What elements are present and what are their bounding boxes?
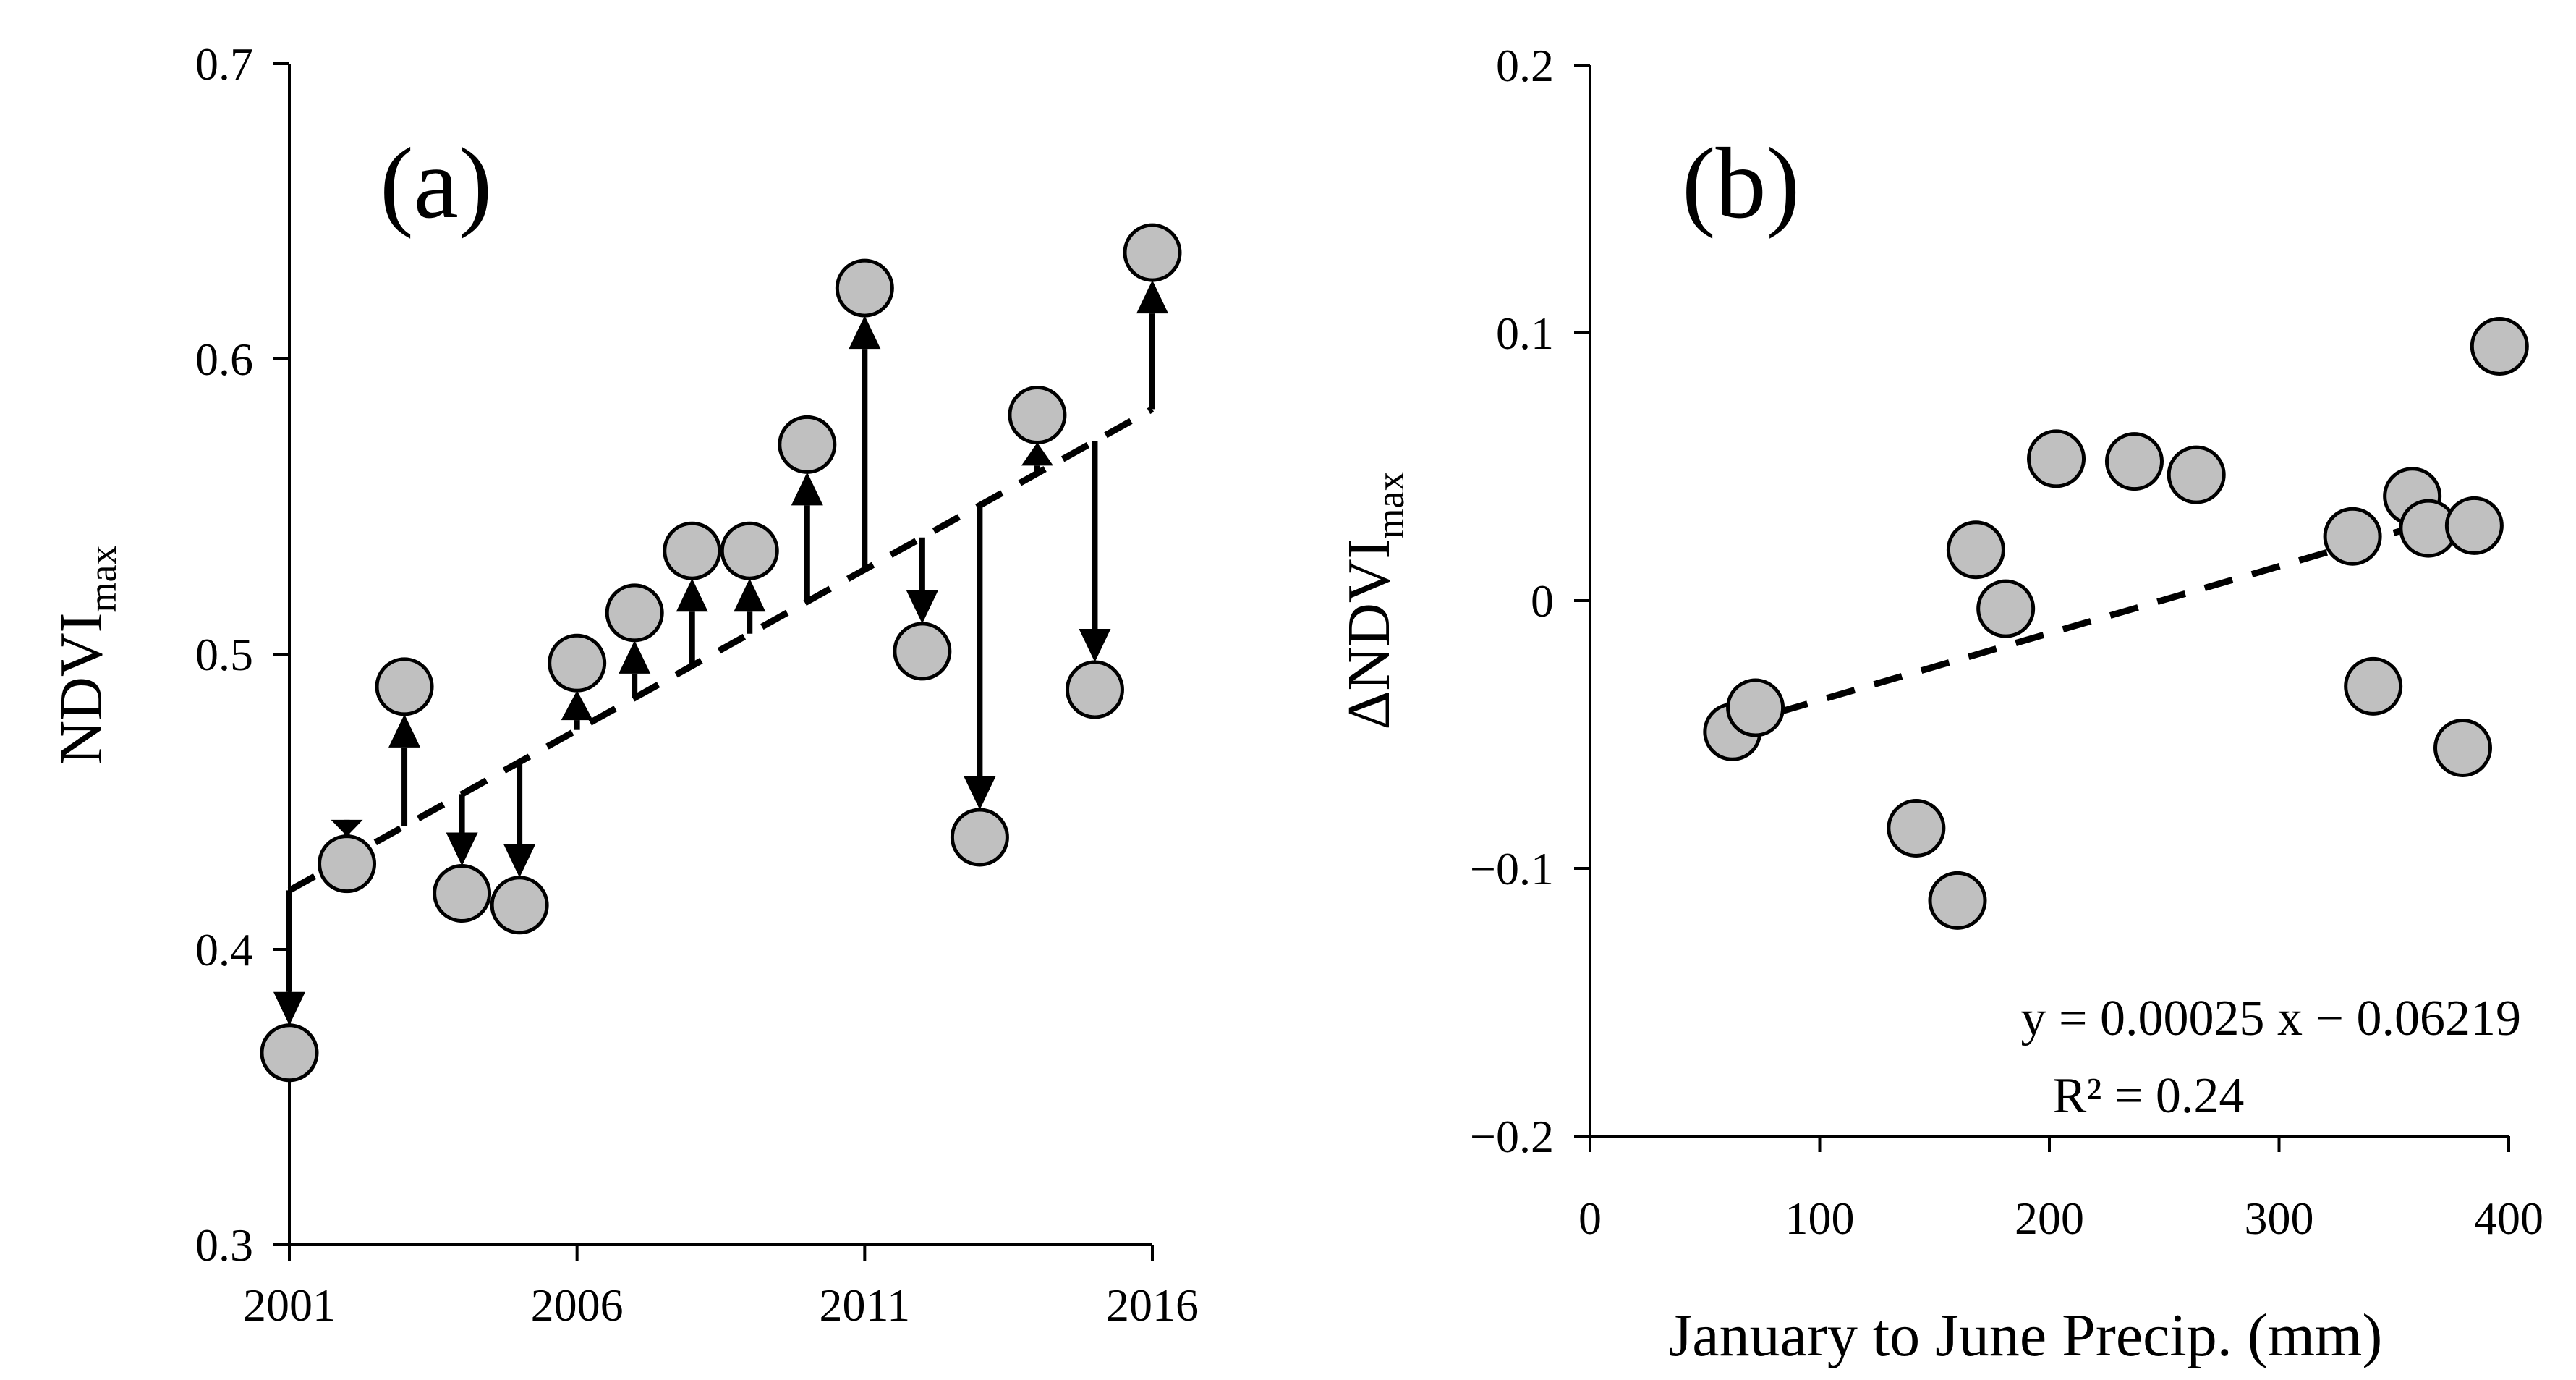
y-tick-label: 0.1 <box>1496 308 1554 359</box>
panel-b-x-ticks: 0 100 200 300 400 <box>1578 1136 2543 1244</box>
ndvi-point <box>720 521 779 580</box>
deviation-arrow-head <box>1136 280 1168 314</box>
panel-b-label: (b) <box>1682 127 1800 240</box>
deviation-arrow-head <box>906 590 938 624</box>
ndvi-point <box>548 633 607 693</box>
delta-ndvi-point <box>2344 656 2403 716</box>
ndvi-point <box>1065 660 1124 719</box>
y-tick-label: 0 <box>1531 575 1554 627</box>
deviation-arrow-head <box>619 640 651 674</box>
panel-a-x-ticks: 2001 2006 2011 2016 <box>243 1245 1199 1331</box>
panel-a-label: (a) <box>380 127 492 240</box>
panel-a-points <box>260 223 1182 1083</box>
delta-ndvi-point <box>1928 871 1987 930</box>
ndvi-point <box>490 876 549 935</box>
ndvi-point <box>605 583 664 643</box>
panel-b-r-squared: R² = 0.24 <box>2053 1068 2245 1124</box>
y-tick-label: 0.2 <box>1496 40 1554 91</box>
ndvi-point <box>260 1023 319 1083</box>
panel-a-y-axis-title-main: NDVI <box>48 613 115 765</box>
y-tick-label: 0.5 <box>195 629 253 680</box>
x-tick-label: 2011 <box>820 1279 911 1331</box>
panel-a-y-axis-title: NDVImax <box>48 546 124 765</box>
panel-a-trend-line <box>287 406 1155 894</box>
panel-a-axes <box>288 64 1152 1246</box>
x-tick-label: 2001 <box>243 1279 336 1331</box>
deviation-arrow-head <box>331 819 363 837</box>
delta-ndvi-point <box>1887 799 1946 858</box>
y-tick-label: −0.2 <box>1470 1111 1554 1162</box>
delta-ndvi-point <box>1946 520 2005 580</box>
deviation-arrow-head <box>849 316 881 350</box>
panel-a-y-ticks: 0.3 0.4 0.5 0.6 0.7 <box>195 38 289 1271</box>
delta-ndvi-point <box>2027 429 2086 488</box>
delta-ndvi-point <box>1976 579 2036 638</box>
deviation-arrow-head <box>1021 442 1053 466</box>
panel-a-y-axis-title-sub: max <box>81 546 124 613</box>
deviation-arrow-head <box>676 578 708 612</box>
panel-b-y-axis-title-sub: max <box>1369 472 1412 539</box>
x-tick-label: 400 <box>2474 1193 2543 1244</box>
x-tick-label: 2006 <box>531 1279 624 1331</box>
ndvi-point <box>893 622 952 681</box>
delta-ndvi-point <box>2104 432 2164 491</box>
ndvi-point <box>835 258 894 318</box>
ndvi-point <box>950 808 1009 867</box>
y-tick-label: −0.1 <box>1470 843 1554 894</box>
deviation-arrow-head <box>446 832 478 866</box>
deviation-arrow-head <box>964 776 996 810</box>
ndvi-point <box>375 657 434 716</box>
y-tick-label: 0.4 <box>195 924 253 975</box>
ndvi-point <box>663 521 722 580</box>
panel-b-y-ticks: −0.2 −0.1 0 0.1 0.2 <box>1470 40 1590 1162</box>
ndvi-point <box>318 834 377 894</box>
x-tick-label: 200 <box>2015 1193 2084 1244</box>
y-tick-label: 0.7 <box>195 38 253 90</box>
delta-ndvi-point <box>2444 496 2504 555</box>
panel-b-y-axis-title: ΔNDVImax <box>1335 472 1412 730</box>
panel-b-equation: y = 0.00025 x − 0.06219 <box>2021 991 2521 1046</box>
x-tick-label: 0 <box>1578 1193 1602 1244</box>
y-tick-label: 0.3 <box>195 1219 253 1271</box>
panel-b-y-axis-title-main: ΔNDVI <box>1335 539 1403 730</box>
deviation-arrow-head <box>1079 628 1111 662</box>
deviation-arrow-head <box>388 714 421 748</box>
delta-ndvi-point <box>2167 445 2226 504</box>
deviation-arrow-head <box>734 578 766 612</box>
deviation-arrow-head <box>503 844 536 878</box>
panel-a-arrows <box>273 280 1168 1025</box>
x-tick-label: 100 <box>1785 1193 1855 1244</box>
delta-ndvi-point <box>1726 678 1785 737</box>
ndvi-point <box>433 863 492 923</box>
ndvi-point <box>1008 386 1067 445</box>
panel-a-chart: 0.3 0.4 0.5 0.6 0.7 2001 2006 2011 2016 (a) NDV… <box>48 38 1199 1331</box>
deviation-arrow-head <box>561 690 593 721</box>
x-tick-label: 2016 <box>1106 1279 1199 1331</box>
deviation-arrow-head <box>273 991 305 1025</box>
panel-b-chart: −0.2 −0.1 0 0.1 0.2 0 100 200 300 400 (b) ΔNDVIm… <box>1335 40 2543 1369</box>
delta-ndvi-point <box>2433 719 2492 777</box>
delta-ndvi-point <box>2470 317 2529 376</box>
panel-b-x-axis-title: January to June Precip. (mm) <box>1669 1302 2383 1369</box>
panel-b-points <box>1703 317 2529 930</box>
ndvi-point <box>1123 223 1182 282</box>
deviation-arrow-head <box>791 472 823 506</box>
ndvi-point <box>778 415 837 474</box>
x-tick-label: 300 <box>2245 1193 2314 1244</box>
y-tick-label: 0.6 <box>195 334 253 385</box>
delta-ndvi-point <box>2323 507 2382 566</box>
